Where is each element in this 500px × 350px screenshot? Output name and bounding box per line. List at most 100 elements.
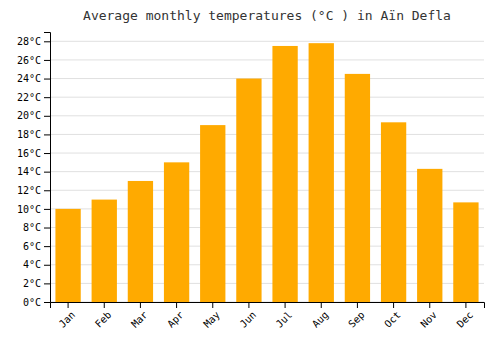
tick-mark <box>285 302 286 308</box>
tick-label: Oct <box>382 309 403 330</box>
tick-label: 26°C <box>17 55 41 66</box>
title: Average monthly temperatures (°C ) in Aï… <box>83 8 451 23</box>
tick-mark <box>212 302 213 308</box>
tick-mark <box>44 116 50 117</box>
axis-line <box>51 303 485 309</box>
tick-mark <box>321 302 322 308</box>
tick: 0°C <box>23 297 50 308</box>
bar <box>164 162 189 302</box>
tick-mark <box>44 97 50 98</box>
tick-label: 18°C <box>17 129 41 140</box>
grid <box>50 41 484 302</box>
grid-line <box>50 115 484 116</box>
tick: Feb <box>93 302 114 330</box>
tick-label: Dec <box>455 309 476 330</box>
tick: 12°C <box>17 185 50 196</box>
tick-label: Sep <box>346 309 367 330</box>
tick-mark <box>44 172 50 173</box>
tick-label: 24°C <box>17 73 41 84</box>
tick-mark <box>465 302 466 308</box>
grid-line <box>50 153 484 154</box>
tick: Sep <box>346 302 367 330</box>
tick: 18°C <box>17 129 50 140</box>
tick-mark <box>44 246 50 247</box>
tick-mark <box>140 302 141 308</box>
bars <box>55 43 478 302</box>
tick: Jul <box>274 302 295 330</box>
tick-mark <box>44 60 50 61</box>
tick: 6°C <box>23 241 50 252</box>
tick-label: Jan <box>57 309 78 330</box>
grid-line <box>50 134 484 135</box>
tick-label: 6°C <box>23 241 41 252</box>
tick: 10°C <box>17 204 50 215</box>
tick: May <box>201 302 222 330</box>
tick: Jan <box>57 302 78 330</box>
tick-mark <box>68 302 69 308</box>
bar <box>381 122 406 302</box>
tick-label: 12°C <box>17 185 41 196</box>
tick-label: May <box>201 309 222 330</box>
tick: 14°C <box>17 166 50 177</box>
bar <box>272 46 297 302</box>
tick-mark <box>44 228 50 229</box>
tick-mark <box>44 209 50 210</box>
tick: 24°C <box>17 73 50 84</box>
tick-mark <box>44 190 50 191</box>
tick-label: Mar <box>129 309 150 330</box>
tick: Apr <box>165 302 186 330</box>
tick-label: 0°C <box>23 297 41 308</box>
tick-mark <box>248 302 249 308</box>
tick-label: Apr <box>165 309 186 330</box>
tick-label: 16°C <box>17 148 41 159</box>
y-axis: 0°C 2°C 4°C 6°C 8°C 10°C 12°C 14°C 16°C 18°C 20°C 2… <box>17 33 51 308</box>
tick: 16°C <box>17 148 50 159</box>
tick-label: 20°C <box>17 110 41 121</box>
grid-line <box>50 41 484 42</box>
tick-mark <box>393 302 394 308</box>
tick-mark <box>44 302 50 303</box>
tick-label: 28°C <box>17 36 41 47</box>
x-axis: Jan Feb Mar Apr May Jun Jul Aug Sep Oct Nov Dec <box>51 302 485 330</box>
tick-mark <box>44 153 50 154</box>
axis-line <box>44 33 51 303</box>
bar <box>345 74 370 302</box>
tick: Jun <box>238 302 259 330</box>
grid-line <box>50 59 484 60</box>
tick-mark <box>44 265 50 266</box>
tick-mark <box>44 283 50 284</box>
chart: 0°C 2°C 4°C 6°C 8°C 10°C 12°C 14°C 16°C 18°C 20°C 2… <box>0 0 500 350</box>
tick: 26°C <box>17 55 50 66</box>
tick-label: Nov <box>418 309 439 330</box>
tick: 28°C <box>17 36 50 47</box>
tick-mark <box>44 134 50 135</box>
tick-label: 14°C <box>17 166 41 177</box>
bar <box>309 43 334 302</box>
tick: 8°C <box>23 222 50 233</box>
grid-line <box>50 78 484 79</box>
bar <box>236 79 261 302</box>
tick: Mar <box>129 302 150 330</box>
tick-mark <box>104 302 105 308</box>
tick-label: 8°C <box>23 222 41 233</box>
tick-label: Jul <box>274 309 295 330</box>
tick: 20°C <box>17 110 50 121</box>
tick: 4°C <box>23 259 50 270</box>
plot: 0°C 2°C 4°C 6°C 8°C 10°C 12°C 14°C 16°C 18°C 20°C 2… <box>17 33 485 330</box>
tick: Aug <box>310 302 331 330</box>
bar <box>128 181 153 302</box>
tick: Nov <box>418 302 439 330</box>
tick-label: Feb <box>93 309 114 330</box>
tick-mark <box>176 302 177 308</box>
tick-mark <box>357 302 358 308</box>
tick-label: 4°C <box>23 259 41 270</box>
tick-mark <box>429 302 430 308</box>
tick: 2°C <box>23 278 50 289</box>
tick-label: Jun <box>238 309 259 330</box>
bar <box>55 209 80 302</box>
bar <box>92 200 117 302</box>
tick-mark <box>44 41 50 42</box>
tick: 22°C <box>17 92 50 103</box>
bar <box>417 169 442 302</box>
tick: Oct <box>382 302 403 330</box>
